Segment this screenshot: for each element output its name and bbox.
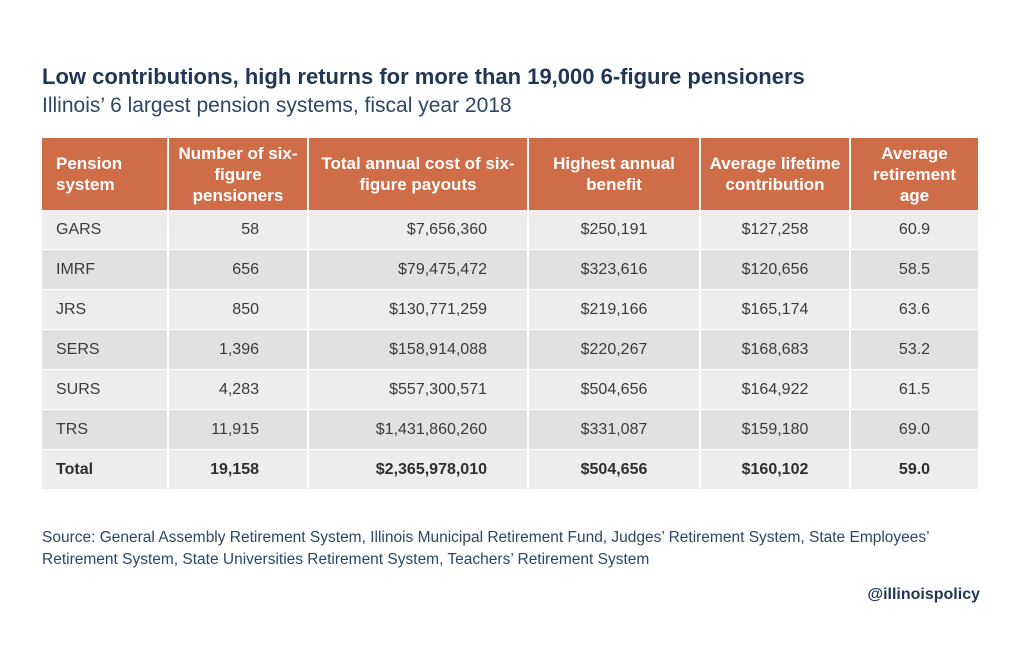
social-handle: @illinoispolicy	[867, 586, 980, 603]
chart-title: Low contributions, high returns for more…	[42, 64, 805, 89]
table-row: JRS 850 $130,771,259 $219,166 $165,174 6…	[42, 289, 978, 330]
cell-count: 1,396	[167, 329, 308, 370]
source-note: Source: General Assembly Retirement Syst…	[42, 529, 930, 568]
header-total-annual-cost: Total annual cost of six-figure payouts	[307, 138, 528, 210]
cell-system: GARS	[42, 210, 168, 250]
cell-contribution: $168,683	[699, 329, 850, 370]
cell-cost: $1,431,860,260	[307, 409, 528, 450]
cell-count: 656	[167, 249, 308, 290]
cell-age: 53.2	[849, 329, 978, 370]
header-number-of-pensioners: Number of six-figure pensioners	[167, 138, 308, 210]
cell-highest: $323,616	[527, 249, 700, 290]
cell-age: 59.0	[849, 449, 978, 490]
cell-cost: $557,300,571	[307, 369, 528, 410]
cell-highest: $331,087	[527, 409, 700, 450]
table-row: IMRF 656 $79,475,472 $323,616 $120,656 5…	[42, 249, 978, 290]
cell-cost: $2,365,978,010	[307, 449, 528, 490]
cell-system: Total	[42, 449, 168, 490]
cell-system: IMRF	[42, 249, 168, 290]
pension-table: Pension system Number of six-figure pens…	[42, 138, 978, 490]
table-header-row: Pension system Number of six-figure pens…	[42, 138, 978, 210]
cell-system: SURS	[42, 369, 168, 410]
cell-system: JRS	[42, 289, 168, 330]
cell-count: 11,915	[167, 409, 308, 450]
cell-contribution: $120,656	[699, 249, 850, 290]
cell-system: SERS	[42, 329, 168, 370]
table-row: SERS 1,396 $158,914,088 $220,267 $168,68…	[42, 329, 978, 370]
header-pension-system: Pension system	[42, 138, 168, 210]
cell-count: 4,283	[167, 369, 308, 410]
cell-cost: $158,914,088	[307, 329, 528, 370]
cell-cost: $79,475,472	[307, 249, 528, 290]
chart-subtitle: Illinois’ 6 largest pension systems, fis…	[42, 94, 512, 117]
cell-contribution: $159,180	[699, 409, 850, 450]
cell-count: 850	[167, 289, 308, 330]
cell-system: TRS	[42, 409, 168, 450]
cell-contribution: $165,174	[699, 289, 850, 330]
cell-highest: $250,191	[527, 210, 700, 250]
table-total-row: Total 19,158 $2,365,978,010 $504,656 $16…	[42, 449, 978, 490]
cell-age: 61.5	[849, 369, 978, 410]
cell-cost: $7,656,360	[307, 210, 528, 250]
cell-count: 58	[167, 210, 308, 250]
table-row: SURS 4,283 $557,300,571 $504,656 $164,92…	[42, 369, 978, 410]
header-average-lifetime-contribution: Average lifetime contribution	[699, 138, 850, 210]
cell-age: 69.0	[849, 409, 978, 450]
cell-highest: $220,267	[527, 329, 700, 370]
cell-contribution: $160,102	[699, 449, 850, 490]
cell-age: 60.9	[849, 210, 978, 250]
table-row: GARS 58 $7,656,360 $250,191 $127,258 60.…	[42, 210, 978, 250]
cell-contribution: $164,922	[699, 369, 850, 410]
header-average-retirement-age: Average retirement age	[849, 138, 978, 210]
cell-age: 63.6	[849, 289, 978, 330]
cell-highest: $504,656	[527, 449, 700, 490]
cell-age: 58.5	[849, 249, 978, 290]
table-row: TRS 11,915 $1,431,860,260 $331,087 $159,…	[42, 409, 978, 450]
cell-cost: $130,771,259	[307, 289, 528, 330]
header-highest-annual-benefit: Highest annual benefit	[527, 138, 700, 210]
cell-highest: $504,656	[527, 369, 700, 410]
cell-contribution: $127,258	[699, 210, 850, 250]
cell-highest: $219,166	[527, 289, 700, 330]
cell-count: 19,158	[167, 449, 308, 490]
